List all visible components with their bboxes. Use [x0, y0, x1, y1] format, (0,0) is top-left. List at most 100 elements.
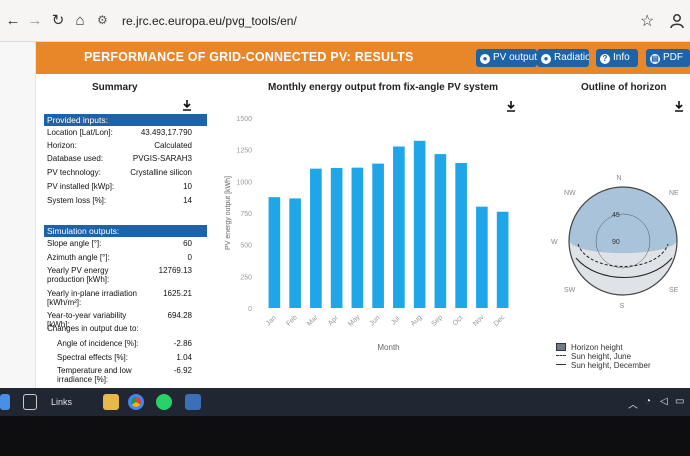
legend-label: Horizon height: [571, 343, 623, 352]
sun-path-june: [577, 243, 669, 267]
summary-key: Horizon:: [47, 141, 77, 150]
horizon-title: Outline of horizon: [581, 82, 667, 93]
summary-value: 0: [187, 253, 192, 262]
pv-output-button[interactable]: ● PV output: [476, 49, 537, 67]
download-icon[interactable]: [673, 100, 685, 112]
taskbar: Links ︿ ◔ ◁ ▭: [0, 388, 690, 416]
x-tick-label: Jun: [369, 314, 382, 327]
x-tick-label: Jul: [390, 315, 402, 327]
compass-s: S: [620, 303, 625, 310]
wifi-icon[interactable]: ◔: [645, 396, 652, 407]
back-icon[interactable]: ←: [5, 12, 21, 29]
app-icon[interactable]: [185, 394, 201, 410]
legend-sun-june: Sun height, June: [556, 352, 631, 361]
bar-jan[interactable]: [268, 197, 281, 308]
radiation-button[interactable]: ●Radiation: [537, 49, 589, 67]
info-button[interactable]: ? Info: [596, 49, 638, 67]
bar-aug[interactable]: [413, 140, 426, 308]
y-tick-label: 1500: [236, 116, 252, 123]
summary-value: 12769.13: [158, 266, 192, 275]
bar-apr[interactable]: [330, 168, 343, 308]
compass-nw: NW: [564, 190, 576, 197]
eye-icon: ●: [480, 54, 490, 64]
x-tick-label: May: [347, 313, 362, 328]
x-tick-label: Mar: [306, 314, 320, 328]
change-value: -2.86: [173, 339, 192, 348]
provided-inputs-header: Provided inputs:: [44, 114, 207, 126]
bar-oct[interactable]: [455, 162, 467, 308]
battery-icon[interactable]: ▭: [675, 396, 685, 407]
legend-horizon-height: Horizon height: [556, 343, 623, 352]
x-tick-label: Jan: [265, 314, 278, 327]
bar-jun[interactable]: [372, 163, 384, 308]
summary-title: Summary: [92, 82, 138, 93]
download-icon[interactable]: [505, 100, 517, 112]
bar-feb[interactable]: [289, 198, 301, 308]
summary-value: 694.28: [167, 311, 192, 320]
summary-key: System loss [%]:: [47, 196, 107, 205]
page-title: PERFORMANCE OF GRID-CONNECTED PV: RESULT…: [84, 50, 414, 64]
compass-w: W: [551, 239, 558, 246]
horizon-inner-ring: [595, 213, 651, 269]
bar-sep[interactable]: [434, 154, 447, 308]
bar-may[interactable]: [351, 167, 364, 308]
summary-value: 1625.21: [163, 289, 192, 298]
summary-key: Location [Lat/Lon]:: [47, 128, 113, 137]
legend-label: Sun height, December: [571, 361, 651, 370]
change-value: 1.04: [176, 353, 192, 362]
radiation-label: Radiation: [554, 52, 589, 63]
address-bar[interactable]: [92, 10, 652, 32]
monthly-energy-chart: 0 250 500 750 1000 1250 1500 Jan Feb Mar Apr May Jun…: [225, 116, 509, 352]
chrome-icon[interactable]: [128, 394, 144, 410]
whatsapp-icon[interactable]: [156, 394, 172, 410]
x-tick-label: Sep: [430, 314, 444, 328]
x-tick-label: Aug: [410, 314, 424, 328]
summary-key: Database used:: [47, 154, 104, 163]
compass-ne: NE: [669, 190, 679, 197]
changes-label: Changes in output due to:: [47, 324, 139, 333]
bar-dec[interactable]: [496, 211, 509, 308]
x-tick-label: Oct: [452, 315, 465, 328]
chevron-up-icon[interactable]: ︿: [628, 400, 638, 411]
compass-n: N: [616, 175, 621, 182]
print-icon: ▤: [650, 54, 660, 64]
y-tick-label: 750: [240, 211, 252, 218]
y-tick-label: 250: [240, 274, 252, 281]
horizon-plot: N NW NE W SW SE S 45 90: [551, 175, 679, 310]
summary-key: Azimuth angle [°]:: [47, 253, 110, 262]
summary-value: 10: [183, 182, 192, 191]
download-icon[interactable]: [181, 99, 193, 111]
home-icon[interactable]: ⌂: [75, 12, 85, 29]
bar-mar[interactable]: [310, 168, 322, 308]
summary-value: Crystalline silicon: [130, 168, 192, 177]
volume-icon[interactable]: ◁: [660, 396, 668, 407]
start-icon[interactable]: [0, 394, 10, 410]
url-text[interactable]: re.jrc.ec.europa.eu/pvg_tools/en/: [122, 14, 297, 28]
legend-line: [556, 364, 566, 365]
summary-value: Calculated: [154, 141, 192, 150]
chart-title: Monthly energy output from fix-angle PV …: [268, 82, 499, 93]
links-toolbar[interactable]: Links: [51, 397, 73, 407]
pdf-button[interactable]: ▤ PDF: [646, 49, 690, 67]
bar-jul[interactable]: [393, 146, 405, 309]
bookmark-star-icon[interactable]: ☆: [640, 13, 655, 30]
x-tick-label: Dec: [493, 314, 507, 328]
eye-icon: ●: [541, 54, 551, 64]
compass-sw: SW: [564, 287, 576, 294]
simulation-outputs-header: Simulation outputs:: [44, 225, 207, 237]
summary-value: PVGIS-SARAH3: [132, 154, 192, 163]
task-view-icon[interactable]: [23, 394, 37, 410]
site-info-icon[interactable]: ⚙: [97, 13, 108, 27]
file-explorer-icon[interactable]: [103, 394, 119, 410]
change-key: Angle of incidence [%]:: [57, 339, 139, 348]
legend-sun-december: Sun height, December: [556, 361, 651, 370]
reload-icon[interactable]: ↻: [51, 12, 65, 29]
sky-region: [569, 187, 677, 253]
summary-value: 43.493,17.790: [140, 128, 192, 137]
y-tick-label: 0: [248, 306, 252, 313]
bar-nov[interactable]: [476, 206, 488, 308]
profile-icon[interactable]: [668, 12, 686, 30]
forward-icon[interactable]: →: [27, 12, 43, 29]
pv-output-label: PV output: [493, 52, 537, 63]
